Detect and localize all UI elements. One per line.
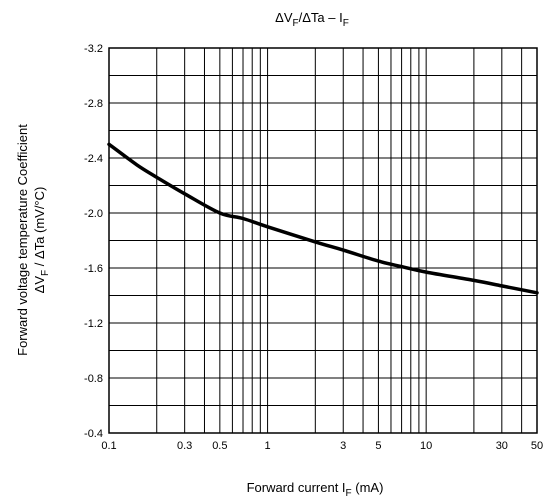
x-tick-label: 3 <box>340 440 346 452</box>
x-tick-label: 0.1 <box>101 440 116 452</box>
y-tick-label: -1.2 <box>84 318 103 330</box>
x-tick-label: 0.5 <box>212 440 227 452</box>
y-tick-labels: -3.2 -2.8 -2.4 -2.0 -1.6 -1.2 -0.8 -0.4 <box>84 43 103 440</box>
plot-frame <box>108 47 538 434</box>
x-tick-label: 50 <box>531 440 543 452</box>
data-series <box>107 142 539 295</box>
y-tick-label: -2.0 <box>84 208 103 220</box>
y-axis-label-line2: ΔVF / ΔTa (mV/°C) <box>32 187 51 294</box>
y-tick-label: -0.8 <box>84 373 103 385</box>
y-tick-label: -3.2 <box>84 43 103 55</box>
x-tick-label: 30 <box>496 440 508 452</box>
x-tick-label: 1 <box>265 440 271 452</box>
x-axis-label: Forward current IF (mA) <box>247 480 384 499</box>
series-line <box>107 142 539 295</box>
x-tick-labels: 0.1 0.3 0.5 1 3 5 10 30 50 <box>101 440 543 452</box>
plot-border <box>108 47 538 434</box>
y-tick-label: -2.8 <box>84 98 103 110</box>
y-axis-label-line1: Forward voltage temperature Coefficient <box>15 124 30 356</box>
grid-lines <box>108 47 538 434</box>
y-axis-label: Forward voltage temperature Coefficient … <box>15 124 51 356</box>
y-tick-label: -0.4 <box>84 428 103 440</box>
x-tick-label: 5 <box>375 440 381 452</box>
y-tick-label: -2.4 <box>84 153 103 165</box>
x-tick-label: 0.3 <box>177 440 192 452</box>
chart-title: ΔVF/ΔTa – IF <box>275 10 349 29</box>
x-tick-label: 10 <box>420 440 432 452</box>
y-tick-label: -1.6 <box>84 263 103 275</box>
